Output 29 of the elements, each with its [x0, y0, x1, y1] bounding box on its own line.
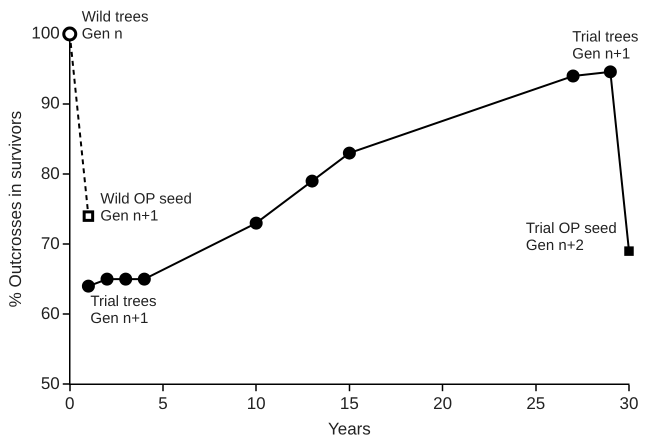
y-tick-label: 100	[31, 24, 60, 43]
x-tick-label: 25	[526, 394, 546, 414]
x-tick-label: 5	[158, 394, 168, 414]
x-tick-label: 15	[340, 394, 359, 414]
x-axis-title: Years	[328, 419, 371, 438]
y-tick-label: 50	[40, 374, 60, 393]
point	[82, 280, 95, 293]
annotation: Wild trees Gen n	[82, 8, 148, 43]
x-tick-label: 10	[246, 394, 266, 414]
annotation: Trial OP seed Gen n+2	[526, 220, 617, 254]
annotation: Trial trees Gen n+1	[90, 292, 157, 327]
point	[138, 272, 151, 286]
y-axis-title: % Outcrosses in survivors	[6, 110, 25, 308]
annotation: Trial trees Gen n+1	[572, 28, 638, 62]
y-tick-label: 80	[40, 164, 60, 183]
y-tick-label: 60	[40, 304, 60, 323]
y-tick-label: 90	[40, 94, 60, 113]
y-tick-label: 70	[40, 234, 60, 253]
point	[306, 174, 319, 188]
x-tick-label: 30	[620, 394, 638, 414]
point	[566, 70, 580, 83]
point	[119, 272, 132, 286]
point	[342, 146, 356, 160]
point	[250, 216, 263, 230]
annotation: Wild OP seed Gen n+1	[100, 190, 192, 225]
x-tick-label: 20	[433, 394, 452, 414]
point	[604, 65, 617, 78]
point	[100, 272, 114, 286]
x-tick-label: 0	[65, 394, 74, 414]
